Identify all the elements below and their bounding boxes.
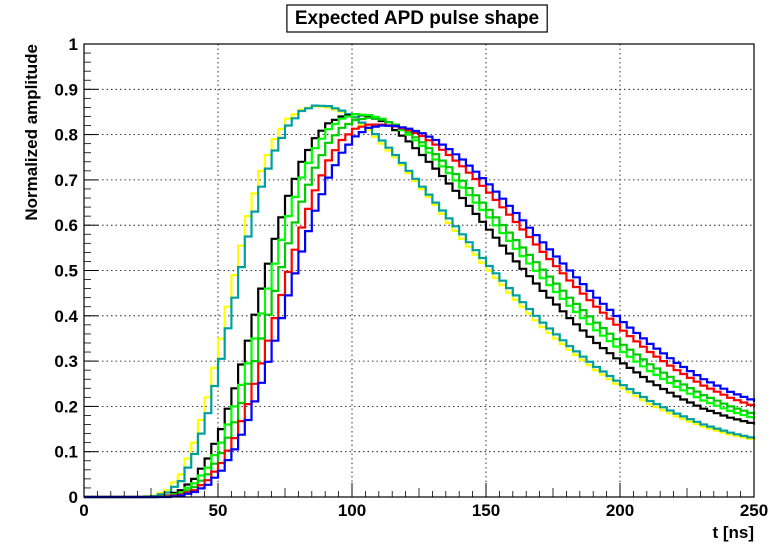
y-tick-label: 0.8 [54,126,78,145]
series-6-line [84,124,756,499]
grid [84,44,754,497]
x-tick-label: 200 [606,501,634,520]
chart-title: Expected APD pulse shape [295,8,539,29]
y-tick-label: 0.2 [54,397,78,416]
x-tick-label: 50 [209,501,228,520]
tick-labels: 0 0.1 0.2 0.3 0.4 0.5 0.6 0.7 0.8 0.9 1 0 50 100 150 20… [54,35,768,520]
x-tick-label: 100 [338,501,366,520]
axis-ticks [83,43,755,498]
series-2-line [84,113,756,499]
series-3-line [84,113,756,499]
series-layer [84,104,756,499]
y-tick-label: 0.1 [54,443,78,462]
y-tick-label: 0.3 [54,352,78,371]
title-box [286,4,548,33]
y-axis-label: Normalized amplitude [22,44,41,221]
y-tick-label: 1 [69,35,78,54]
x-tick-label: 0 [79,501,88,520]
y-tick-label: 0 [69,488,78,507]
y-tick-label: 0.9 [54,80,78,99]
series-1-line [84,104,756,499]
y-tick-label: 0.4 [54,307,78,326]
x-axis-label: t [ns] [712,523,754,542]
series-0-line [84,105,756,499]
y-tick-label: 0.6 [54,216,78,235]
x-tick-label: 150 [472,501,500,520]
y-tick-label: 0.5 [54,262,78,281]
y-tick-label: 0.7 [54,171,78,190]
x-tick-label: 250 [740,501,768,520]
series-5-line [84,123,756,499]
series-4-line [84,116,756,499]
